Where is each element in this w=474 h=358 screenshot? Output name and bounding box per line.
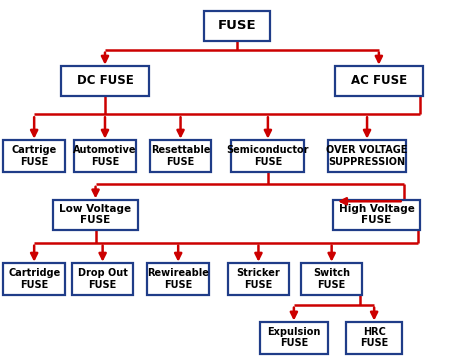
Text: Rewireable
FUSE: Rewireable FUSE [147, 268, 209, 290]
FancyBboxPatch shape [346, 321, 402, 354]
FancyBboxPatch shape [335, 66, 422, 96]
Text: OVER VOLTAGE
SUPPRESSION: OVER VOLTAGE SUPPRESSION [327, 145, 408, 166]
FancyBboxPatch shape [3, 263, 65, 295]
FancyBboxPatch shape [228, 263, 289, 295]
Text: Cartridge
FUSE: Cartridge FUSE [8, 268, 60, 290]
FancyBboxPatch shape [328, 140, 406, 172]
Text: FUSE: FUSE [218, 19, 256, 32]
Text: HRC
FUSE: HRC FUSE [360, 327, 388, 348]
Text: Cartrige
FUSE: Cartrige FUSE [11, 145, 57, 166]
FancyBboxPatch shape [231, 140, 304, 172]
Text: Drop Out
FUSE: Drop Out FUSE [78, 268, 128, 290]
Text: DC FUSE: DC FUSE [77, 74, 133, 87]
Text: Switch
FUSE: Switch FUSE [313, 268, 350, 290]
Text: High Voltage
FUSE: High Voltage FUSE [338, 204, 414, 226]
FancyBboxPatch shape [72, 263, 133, 295]
Text: Resettable
FUSE: Resettable FUSE [151, 145, 210, 166]
Text: Low Voltage
FUSE: Low Voltage FUSE [59, 204, 132, 226]
Text: Stricker
FUSE: Stricker FUSE [237, 268, 280, 290]
FancyBboxPatch shape [147, 263, 209, 295]
FancyBboxPatch shape [61, 66, 149, 96]
FancyBboxPatch shape [204, 10, 270, 41]
FancyBboxPatch shape [3, 140, 65, 172]
FancyBboxPatch shape [260, 321, 328, 354]
Text: Automotive
FUSE: Automotive FUSE [73, 145, 137, 166]
FancyBboxPatch shape [150, 140, 211, 172]
FancyBboxPatch shape [333, 199, 420, 230]
Text: AC FUSE: AC FUSE [351, 74, 407, 87]
FancyBboxPatch shape [301, 263, 362, 295]
Text: Semiconductor
FUSE: Semiconductor FUSE [227, 145, 309, 166]
FancyBboxPatch shape [74, 140, 136, 172]
Text: Expulsion
FUSE: Expulsion FUSE [267, 327, 320, 348]
FancyBboxPatch shape [53, 199, 138, 230]
